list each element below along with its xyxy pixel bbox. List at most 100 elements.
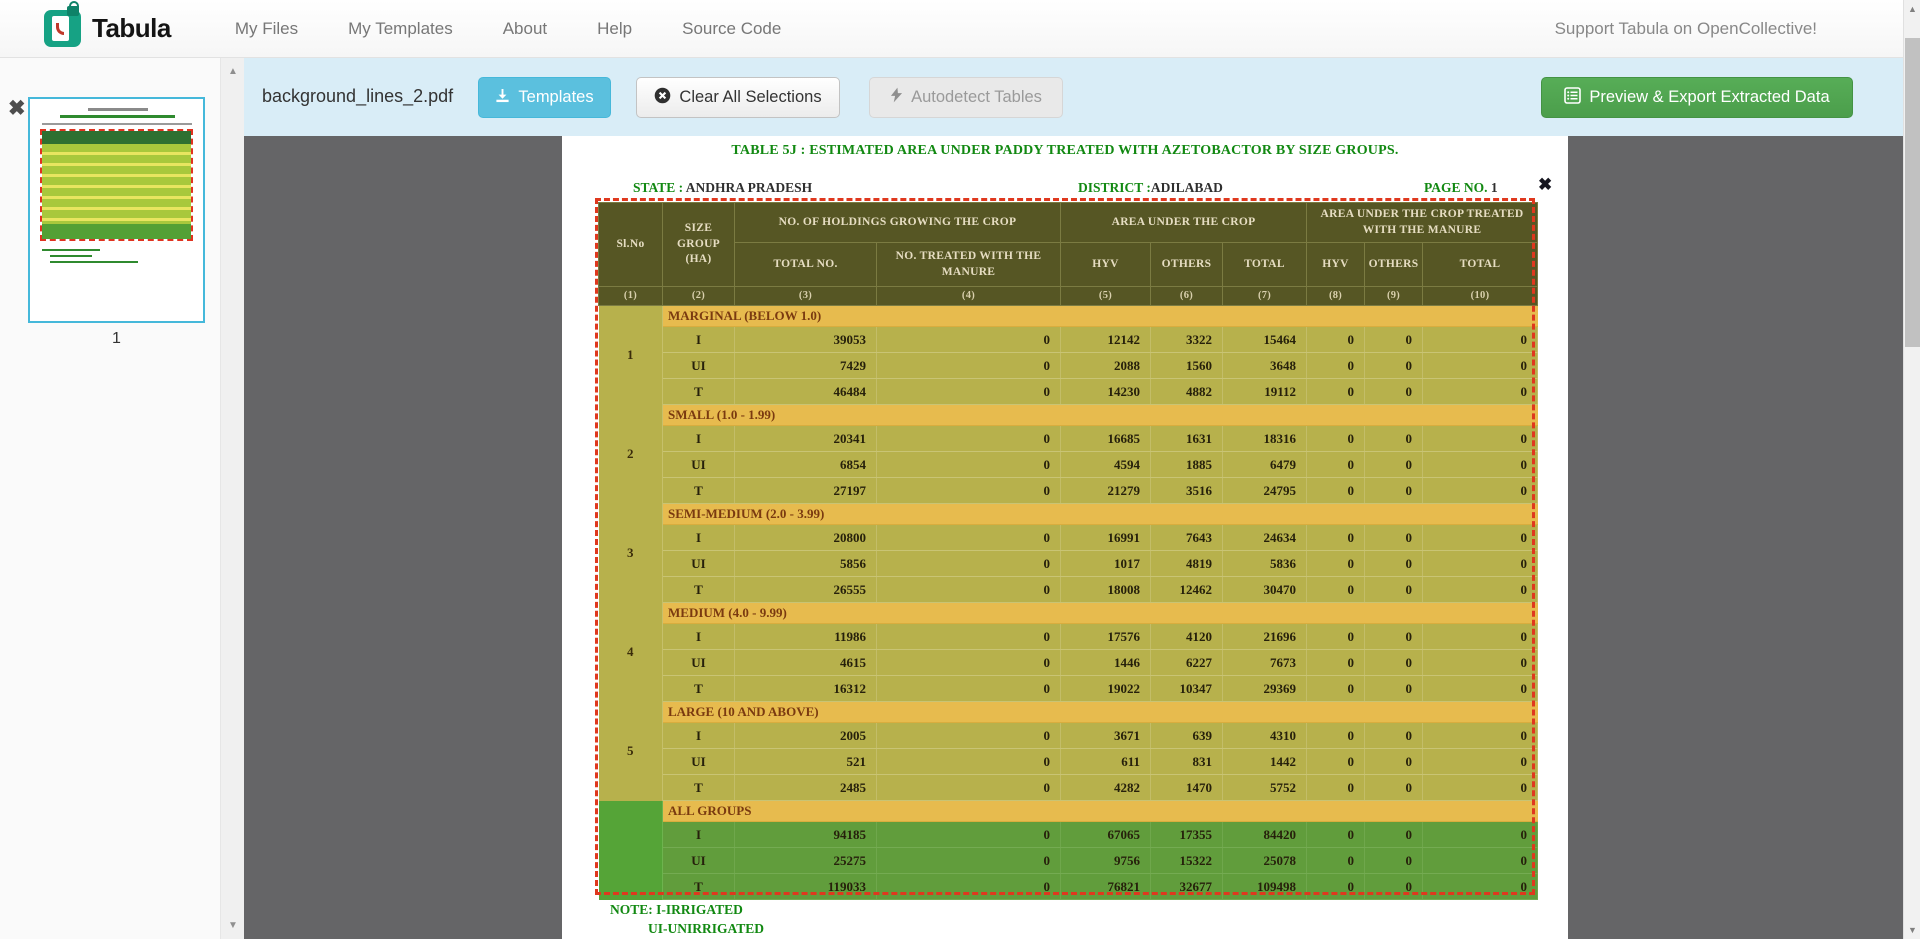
- value-cell: 29369: [1222, 675, 1308, 703]
- scroll-down-arrow-icon[interactable]: ▼: [1908, 925, 1917, 935]
- pdf-curl-glyph: [56, 23, 64, 35]
- value-cell: 0: [876, 326, 1061, 354]
- value-cell: 0: [876, 623, 1061, 651]
- mini-table-footer: [42, 224, 191, 239]
- col-number: (9): [1364, 285, 1424, 307]
- nav-item-source-code[interactable]: Source Code: [682, 18, 782, 38]
- page-thumbnail[interactable]: [28, 97, 205, 323]
- value-cell: 4882: [1150, 378, 1223, 406]
- value-cell: 0: [1306, 352, 1366, 380]
- state-label: STATE :: [633, 180, 684, 195]
- row-type-cell: T: [662, 675, 735, 703]
- sidebar-scrollbar[interactable]: ▲ ▼: [220, 58, 244, 939]
- tabula-brand-link[interactable]: Tabula: [44, 1, 171, 47]
- support-link[interactable]: Support Tabula on OpenCollective!: [1554, 18, 1817, 38]
- selection-box[interactable]: [595, 198, 1535, 895]
- pdf-page[interactable]: TABLE 5J : ESTIMATED AREA UNDER PADDY TR…: [562, 136, 1568, 939]
- row-type-cell: I: [662, 722, 735, 750]
- value-cell: 6854: [734, 451, 877, 479]
- row-type-cell: I: [662, 821, 735, 849]
- slno-cell: 1: [598, 305, 663, 405]
- scrollbar-thumb[interactable]: [1905, 38, 1920, 347]
- value-cell: 12462: [1150, 576, 1223, 604]
- scroll-down-arrow-icon[interactable]: ▼: [228, 920, 238, 931]
- value-cell: 0: [1364, 649, 1424, 677]
- value-cell: 0: [1364, 378, 1424, 406]
- value-cell: 4615: [734, 649, 877, 677]
- note-line-2: UI-UNIRRIGATED: [648, 921, 765, 936]
- header-area-group: AREA UNDER THE CROP: [1059, 202, 1308, 243]
- nav-item-about[interactable]: About: [502, 18, 548, 38]
- selection-close-icon[interactable]: ✖: [1538, 175, 1553, 194]
- slno-cell: 5: [598, 701, 663, 801]
- value-cell: 4282: [1060, 774, 1151, 802]
- value-cell: 0: [1306, 326, 1366, 354]
- value-cell: 0: [1422, 847, 1539, 875]
- remove-circle-icon: [654, 87, 671, 109]
- value-cell: 0: [1364, 748, 1424, 776]
- size-group-band-label: SMALL (1.0 - 1.99): [662, 404, 1538, 427]
- value-cell: 0: [876, 675, 1061, 703]
- nav-item-my-files[interactable]: My Files: [234, 18, 299, 38]
- value-cell: 5856: [734, 550, 877, 578]
- scroll-up-arrow-icon[interactable]: ▲: [228, 66, 238, 77]
- value-cell: 15322: [1150, 847, 1223, 875]
- table-row: T 16312 0 19022 10347 29369 0 0 0: [599, 675, 1539, 703]
- value-cell: 0: [1364, 675, 1424, 703]
- window-scrollbar[interactable]: ▲ ▼: [1903, 0, 1920, 939]
- value-cell: 0: [876, 477, 1061, 505]
- state-value: ANDHRA PRADESH: [683, 180, 813, 195]
- value-cell: 25078: [1222, 847, 1308, 875]
- value-cell: 611: [1060, 748, 1151, 776]
- value-cell: 32677: [1150, 873, 1223, 901]
- value-cell: 1470: [1150, 774, 1223, 802]
- nav-item-my-templates[interactable]: My Templates: [348, 18, 453, 38]
- value-cell: 1017: [1060, 550, 1151, 578]
- table-row: T 2485 0 4282 1470 5752 0 0 0: [599, 774, 1539, 802]
- mini-note-line: [50, 255, 92, 257]
- col-number: (5): [1060, 285, 1151, 307]
- preview-export-button[interactable]: Preview & Export Extracted Data: [1541, 77, 1853, 118]
- value-cell: 2088: [1060, 352, 1151, 380]
- templates-button[interactable]: Templates: [478, 77, 611, 118]
- header-row-sub: TOTAL NO. NO. TREATED WITH THE MANURE HY…: [599, 242, 1539, 287]
- value-cell: 0: [1306, 649, 1366, 677]
- value-cell: 0: [876, 524, 1061, 552]
- table-row: UI 25275 0 9756 15322 25078 0 0 0: [599, 847, 1539, 875]
- value-cell: 24634: [1222, 524, 1308, 552]
- value-cell: 0: [1306, 623, 1366, 651]
- value-cell: 6479: [1222, 451, 1308, 479]
- col-number: (4): [876, 285, 1061, 307]
- value-cell: 0: [1306, 748, 1366, 776]
- pdf-viewer: TABLE 5J : ESTIMATED AREA UNDER PADDY TR…: [244, 136, 1903, 939]
- header-others: OTHERS: [1150, 242, 1223, 287]
- header-row-numbers: (1) (2) (3) (4) (5) (6) (7) (8) (9) (10): [598, 285, 1539, 307]
- remove-page-icon[interactable]: ✖: [8, 97, 26, 120]
- value-cell: 0: [1364, 873, 1424, 901]
- value-cell: 0: [876, 722, 1061, 750]
- row-type-cell: T: [662, 477, 735, 505]
- value-cell: 0: [876, 425, 1061, 453]
- table-row: UI 4615 0 1446 6227 7673 0 0 0: [599, 649, 1539, 677]
- value-cell: 0: [1364, 623, 1424, 651]
- scroll-up-arrow-icon[interactable]: ▲: [1908, 4, 1917, 14]
- value-cell: 0: [1422, 873, 1539, 901]
- value-cell: 0: [1422, 352, 1539, 380]
- value-cell: 0: [1422, 748, 1539, 776]
- table-row: T 46484 0 14230 4882 19112 0 0 0: [599, 378, 1539, 406]
- autodetect-button-label: Autodetect Tables: [911, 88, 1042, 106]
- value-cell: 0: [1306, 774, 1366, 802]
- mini-state-line: [42, 123, 192, 125]
- table-row: T 27197 0 21279 3516 24795 0 0 0: [599, 477, 1539, 505]
- value-cell: 0: [876, 821, 1061, 849]
- value-cell: 0: [1422, 623, 1539, 651]
- value-cell: 0: [1306, 847, 1366, 875]
- mini-note-line: [50, 261, 138, 263]
- autodetect-tables-button: Autodetect Tables: [869, 77, 1063, 118]
- group-band-row: ALL GROUPS: [598, 800, 1538, 900]
- district-value: ADILABAD: [1150, 180, 1223, 195]
- nav-item-help[interactable]: Help: [597, 18, 633, 38]
- value-cell: 0: [1364, 425, 1424, 453]
- value-cell: 0: [1306, 524, 1366, 552]
- clear-all-selections-button[interactable]: Clear All Selections: [636, 77, 840, 118]
